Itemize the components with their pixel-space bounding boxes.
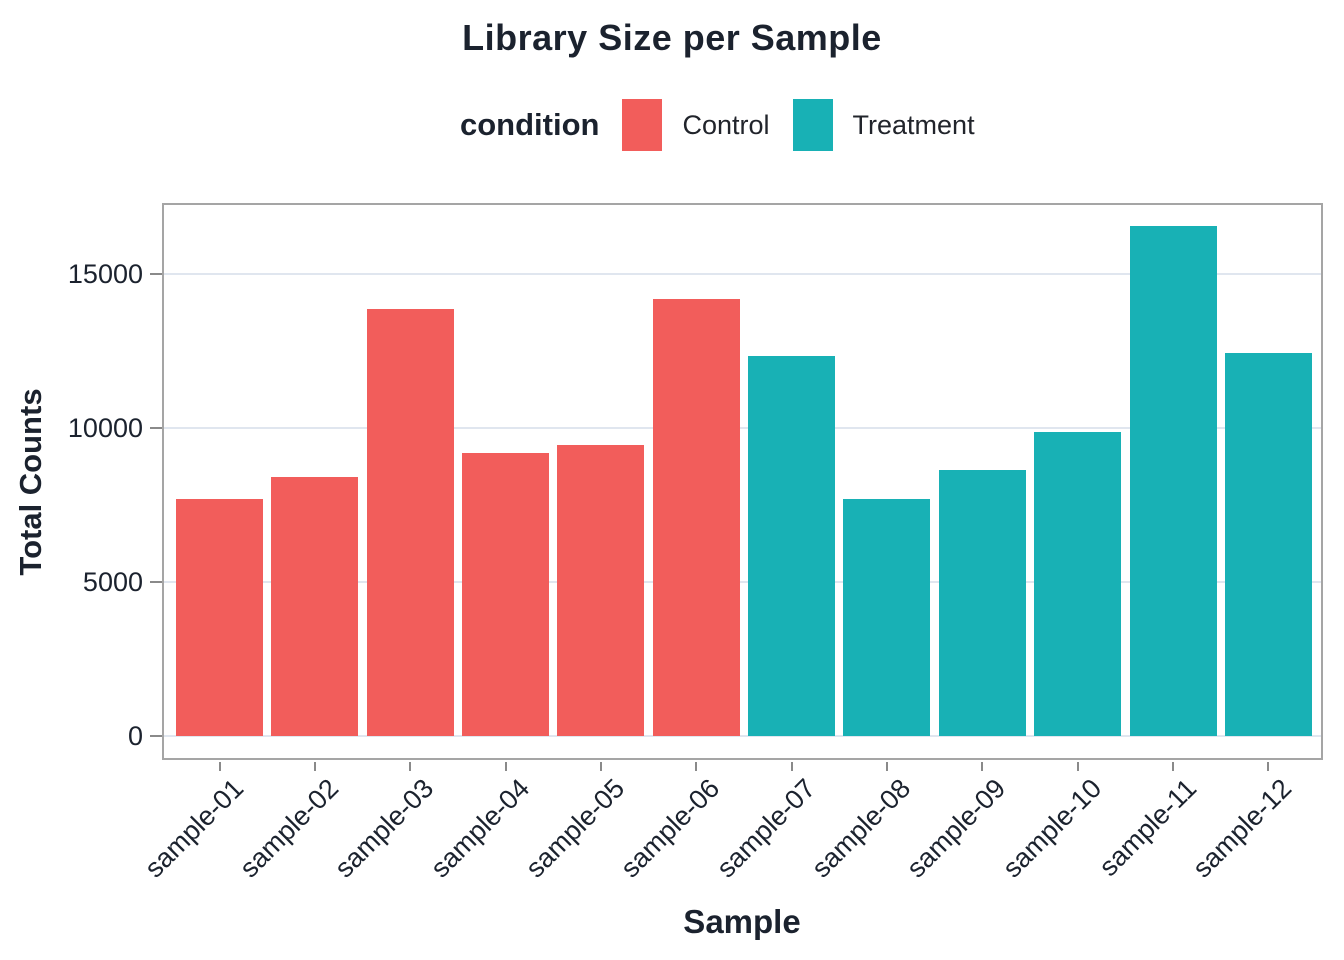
- gridline-10000: [162, 427, 1323, 429]
- plot-panel: [162, 203, 1323, 760]
- x-tick-sample-10: [1076, 762, 1079, 771]
- bar-sample-05: [557, 444, 645, 736]
- chart-title: Library Size per Sample: [462, 17, 882, 58]
- gridline-15000: [162, 273, 1323, 275]
- bar-sample-12: [1224, 352, 1312, 736]
- legend-swatch-treatment: [792, 99, 833, 151]
- x-tick-label-sample-12: sample-12: [1187, 773, 1298, 884]
- bar-sample-10: [1034, 432, 1122, 736]
- x-tick-sample-08: [885, 762, 888, 771]
- y-tick-label-15000: 15000: [67, 259, 143, 289]
- x-tick-label-sample-03: sample-03: [329, 773, 440, 884]
- x-tick-label-sample-05: sample-05: [519, 773, 631, 884]
- x-tick-sample-02: [313, 762, 316, 771]
- x-tick-sample-09: [981, 762, 984, 771]
- y-tick-5000: [150, 581, 162, 583]
- bar-sample-08: [843, 498, 931, 736]
- y-tick-15000: [150, 273, 162, 275]
- x-tick-label-sample-02: sample-02: [233, 773, 345, 884]
- bar-sample-02: [271, 477, 359, 736]
- legend: condition Control Treatment: [460, 97, 998, 153]
- bar-sample-01: [176, 498, 263, 736]
- x-tick-label-sample-01: sample-01: [138, 773, 249, 884]
- y-tick-label-10000: 10000: [67, 413, 143, 443]
- x-tick-sample-01: [218, 762, 221, 771]
- x-tick-label-sample-09: sample-09: [901, 773, 1012, 884]
- gridline-5000: [162, 581, 1323, 583]
- legend-label-control: Control: [682, 109, 770, 140]
- bar-sample-11: [1129, 225, 1217, 736]
- x-tick-sample-11: [1172, 762, 1174, 771]
- legend-swatch-control: [622, 99, 663, 151]
- x-tick-sample-12: [1267, 762, 1270, 771]
- x-tick-sample-03: [409, 762, 412, 771]
- bar-sample-09: [938, 470, 1026, 736]
- x-tick-sample-06: [695, 762, 698, 771]
- x-tick-sample-07: [790, 762, 793, 771]
- bar-sample-06: [652, 298, 740, 736]
- x-axis-title: Sample: [683, 903, 801, 940]
- y-tick-0: [150, 735, 162, 737]
- legend-title: condition: [460, 107, 600, 142]
- bar-sample-07: [748, 355, 836, 736]
- legend-label-treatment: Treatment: [852, 109, 975, 140]
- x-tick-label-sample-08: sample-08: [805, 773, 917, 884]
- x-tick-sample-05: [599, 762, 602, 771]
- x-tick-label-sample-10: sample-10: [996, 773, 1107, 884]
- x-tick-label-sample-04: sample-04: [424, 773, 535, 884]
- x-tick-label-sample-11: sample-11: [1093, 773, 1203, 882]
- x-tick-sample-04: [504, 762, 507, 771]
- bar-sample-04: [462, 452, 550, 736]
- bar-sample-03: [366, 309, 454, 736]
- y-tick-label-0: 0: [127, 721, 143, 751]
- y-tick-label-5000: 5000: [82, 567, 143, 597]
- gridline-0: [162, 735, 1323, 737]
- y-tick-10000: [150, 427, 162, 429]
